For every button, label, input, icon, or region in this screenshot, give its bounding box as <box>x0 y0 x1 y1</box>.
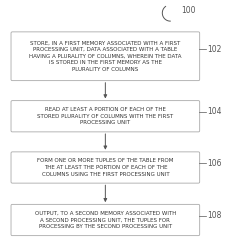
FancyBboxPatch shape <box>11 32 200 80</box>
FancyBboxPatch shape <box>11 152 200 183</box>
Text: READ AT LEAST A PORTION OF EACH OF THE
STORED PLURALITY OF COLUMNS WITH THE FIRS: READ AT LEAST A PORTION OF EACH OF THE S… <box>37 107 173 125</box>
Text: 106: 106 <box>207 159 221 168</box>
Text: FORM ONE OR MORE TUPLES OF THE TABLE FROM
THE AT LEAST THE PORTION OF EACH OF TH: FORM ONE OR MORE TUPLES OF THE TABLE FRO… <box>37 158 173 176</box>
FancyBboxPatch shape <box>11 100 200 132</box>
Text: OUTPUT, TO A SECOND MEMORY ASSOCIATED WITH
A SECOND PROCESSING UNIT, THE TUPLES : OUTPUT, TO A SECOND MEMORY ASSOCIATED WI… <box>35 211 176 229</box>
Text: 104: 104 <box>207 108 221 116</box>
FancyBboxPatch shape <box>11 204 200 236</box>
Text: 108: 108 <box>207 211 221 220</box>
Text: 102: 102 <box>207 45 221 54</box>
Text: 100: 100 <box>181 6 196 15</box>
Text: STORE, IN A FIRST MEMORY ASSOCIATED WITH A FIRST
PROCESSING UNIT, DATA ASSOCIATE: STORE, IN A FIRST MEMORY ASSOCIATED WITH… <box>29 40 182 72</box>
